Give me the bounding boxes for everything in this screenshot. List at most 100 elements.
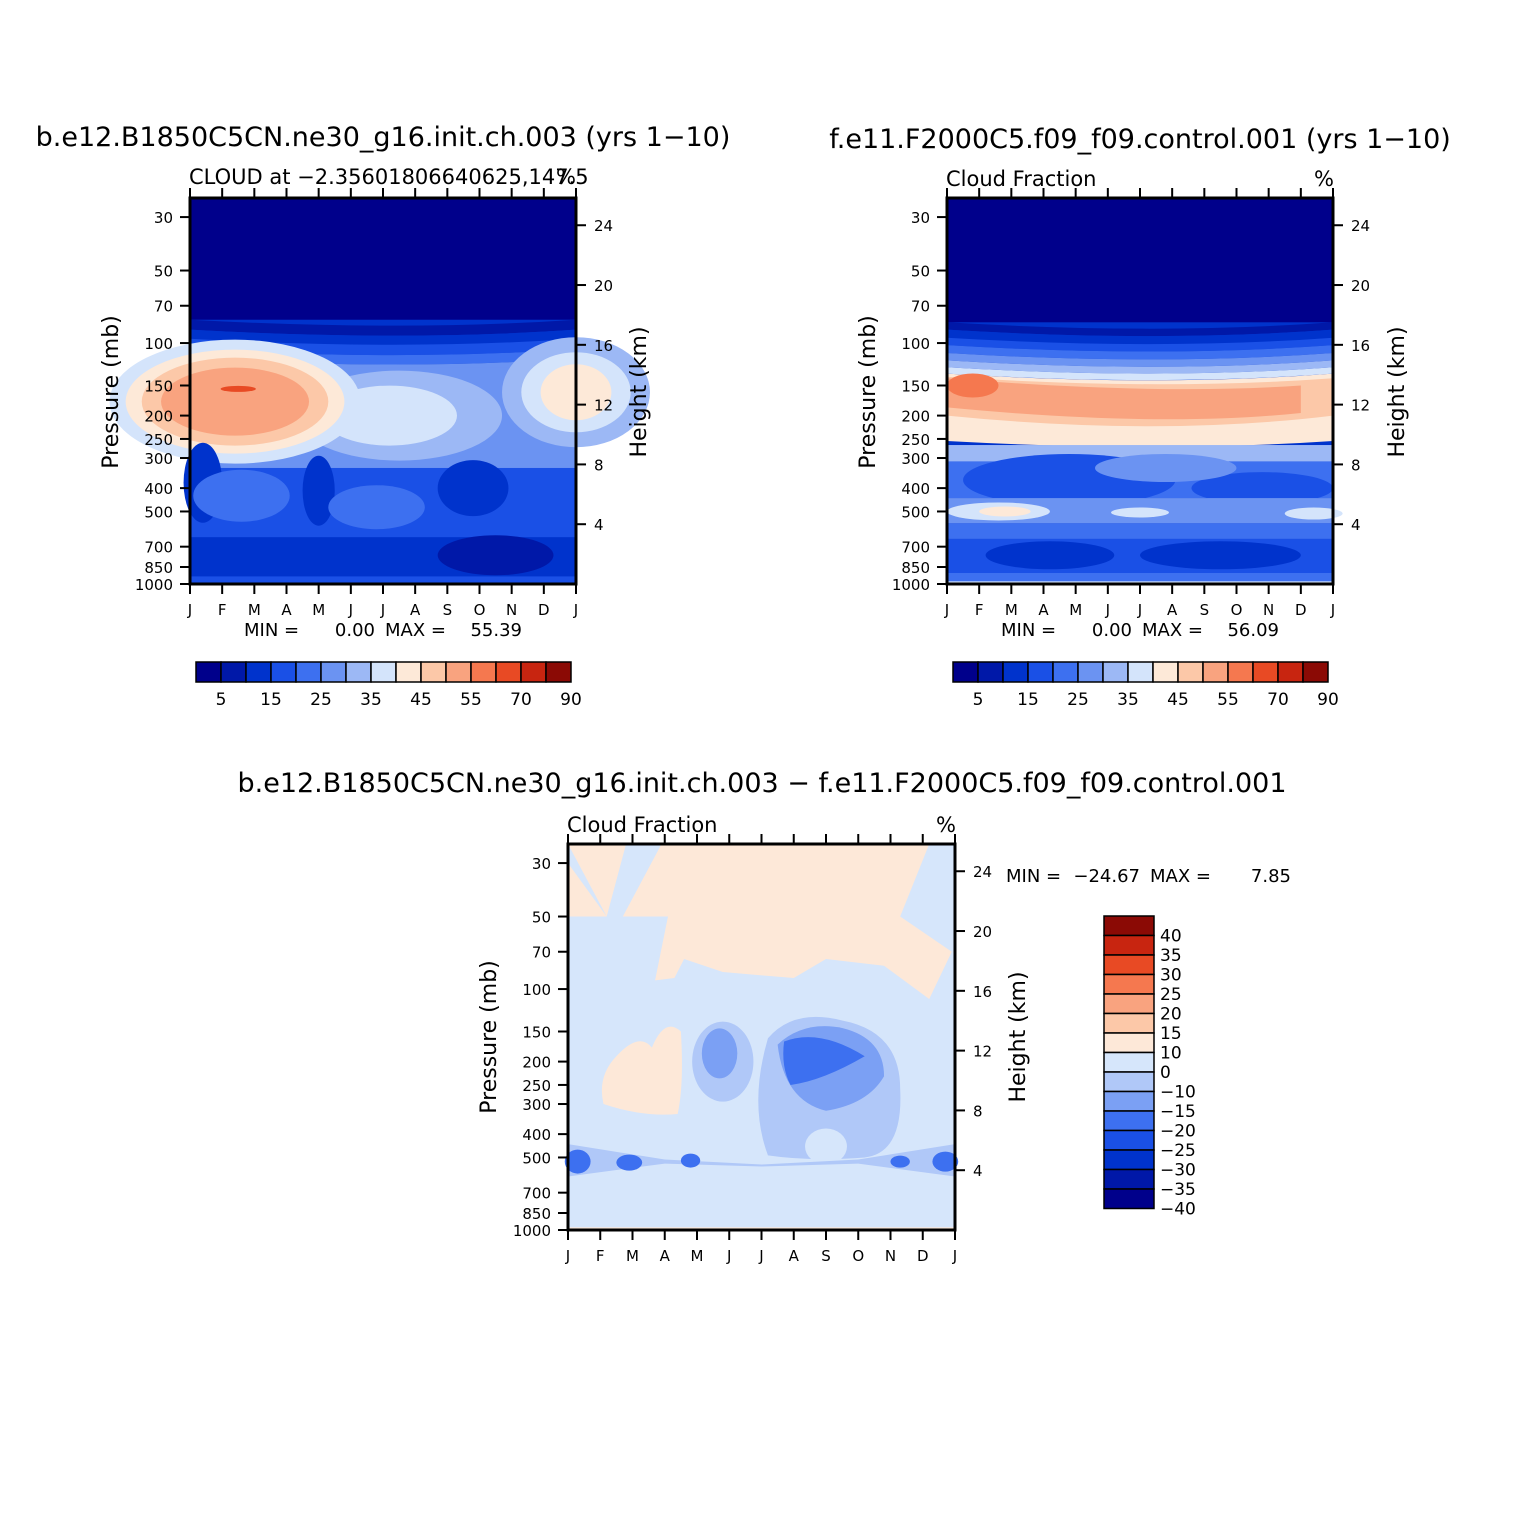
colorbar-cell bbox=[295, 661, 322, 683]
cloud-band bbox=[193, 469, 290, 522]
x-tick-label: A bbox=[789, 1247, 800, 1265]
y-tick-label: 400 bbox=[144, 480, 173, 498]
cloud-band bbox=[947, 523, 1333, 539]
y-tick-label: 70 bbox=[532, 944, 551, 962]
colorbar-label: 90 bbox=[560, 690, 582, 710]
cloud-band bbox=[947, 329, 1333, 345]
y-tick-label: 70 bbox=[911, 298, 930, 316]
cloud-band bbox=[220, 385, 256, 392]
panel-1: b.e12.B1850C5CN.ne30_g16.init.ch.003 (yr… bbox=[36, 122, 731, 710]
cloud-band bbox=[947, 373, 999, 398]
y-tick-label: 150 bbox=[144, 377, 173, 395]
panel-3-min-label: MIN = bbox=[1006, 866, 1061, 887]
y-tick-label: 1000 bbox=[135, 576, 173, 594]
y-tick-label: 850 bbox=[901, 559, 930, 577]
diff-band bbox=[805, 1128, 847, 1165]
y-tick-label-right: 24 bbox=[1351, 217, 1370, 235]
panel-3-contour-field bbox=[564, 844, 959, 1230]
cloud-band bbox=[947, 198, 1333, 323]
y-tick-label: 700 bbox=[901, 539, 930, 557]
colorbar-label: −20 bbox=[1160, 1122, 1196, 1142]
cloud-band bbox=[190, 576, 576, 584]
colorbar-label: 15 bbox=[1017, 690, 1039, 710]
panel-3-max-label: MAX = bbox=[1150, 866, 1211, 887]
x-tick-label: J bbox=[565, 1247, 570, 1265]
x-tick-label: D bbox=[538, 601, 550, 619]
x-tick-label: N bbox=[506, 601, 517, 619]
x-tick-label: J bbox=[1137, 601, 1142, 619]
panel-1-subtitle: CLOUD at −2.35601806640625,147.5 bbox=[189, 165, 589, 189]
y-tick-label: 250 bbox=[901, 431, 930, 449]
y-tick-label: 500 bbox=[901, 503, 930, 521]
cloud-band bbox=[947, 337, 1333, 352]
colorbar-cell bbox=[1302, 661, 1329, 683]
colorbar-label: 25 bbox=[1160, 985, 1182, 1005]
colorbar-cell bbox=[320, 661, 347, 683]
panel-3-units: % bbox=[936, 813, 956, 837]
colorbar-cell bbox=[1277, 661, 1304, 683]
y-tick-label: 50 bbox=[154, 263, 173, 281]
colorbar-cell bbox=[1103, 1110, 1155, 1132]
x-tick-label: M bbox=[626, 1247, 639, 1265]
cloud-band bbox=[947, 360, 1333, 374]
panel-1-title: b.e12.B1850C5CN.ne30_g16.init.ch.003 (yr… bbox=[36, 122, 731, 153]
cloud-band bbox=[1140, 541, 1301, 570]
x-tick-label: M bbox=[1005, 601, 1018, 619]
colorbar-label: −15 bbox=[1160, 1102, 1196, 1122]
y-tick-label: 250 bbox=[144, 431, 173, 449]
cloud-band bbox=[328, 485, 425, 530]
y-tick-label: 200 bbox=[144, 408, 173, 426]
y-tick-label-right: 20 bbox=[594, 277, 613, 295]
cloud-band bbox=[1094, 453, 1237, 482]
x-tick-label: A bbox=[1167, 601, 1178, 619]
x-tick-label: F bbox=[596, 1247, 605, 1265]
x-tick-label: J bbox=[187, 601, 192, 619]
colorbar-label: 70 bbox=[510, 690, 532, 710]
panel-2-max-label: MAX = bbox=[1142, 620, 1203, 641]
colorbar-cell bbox=[1103, 993, 1155, 1015]
colorbar-cell bbox=[370, 661, 397, 683]
cloud-band bbox=[437, 535, 554, 576]
colorbar-cell bbox=[420, 661, 447, 683]
diff-band bbox=[890, 1155, 910, 1168]
panel-1-colorbar: 5 15 25 35 45 55 70 90 bbox=[195, 661, 582, 710]
y-tick-label-right: 24 bbox=[594, 217, 613, 235]
cloud-band bbox=[985, 541, 1115, 570]
y-tick-label: 100 bbox=[144, 335, 173, 353]
x-tick-label: D bbox=[1295, 601, 1307, 619]
diff-band bbox=[568, 1144, 955, 1177]
colorbar-label: 90 bbox=[1317, 690, 1339, 710]
x-tick-label: N bbox=[885, 1247, 896, 1265]
colorbar-label: 55 bbox=[1217, 690, 1239, 710]
panel-2-ylabel: Pressure (mb) bbox=[856, 315, 881, 469]
y-tick-label: 200 bbox=[522, 1054, 551, 1072]
y-tick-label: 100 bbox=[522, 981, 551, 999]
cloud-band bbox=[190, 329, 576, 345]
diff-band bbox=[701, 1028, 738, 1079]
colorbar-cell bbox=[1103, 1188, 1155, 1210]
y-tick-label: 850 bbox=[522, 1205, 551, 1223]
cloud-band bbox=[437, 460, 509, 517]
x-tick-label: S bbox=[821, 1247, 831, 1265]
diff-band bbox=[568, 863, 607, 917]
x-tick-label: O bbox=[474, 601, 486, 619]
cloud-band bbox=[947, 345, 1333, 360]
cloud-band bbox=[1191, 472, 1333, 505]
panel-2-stats: MIN = 0.00 MAX = 56.09 bbox=[1001, 620, 1279, 641]
y-tick-label: 30 bbox=[532, 855, 551, 873]
y-tick-label-right: 16 bbox=[973, 983, 992, 1001]
y-tick-label: 500 bbox=[522, 1149, 551, 1167]
colorbar-label: 35 bbox=[360, 690, 382, 710]
y-tick-label: 200 bbox=[901, 408, 930, 426]
y-tick-label: 1000 bbox=[892, 576, 930, 594]
colorbar-cell bbox=[1227, 661, 1254, 683]
colorbar-cell bbox=[220, 661, 247, 683]
panel-1-min-value: 0.00 bbox=[335, 620, 375, 641]
y-tick-label-right: 20 bbox=[973, 923, 992, 941]
y-tick-label: 30 bbox=[154, 209, 173, 227]
colorbar-cell bbox=[1103, 1051, 1155, 1073]
y-tick-label-right: 4 bbox=[1351, 516, 1361, 534]
colorbar-cell bbox=[1077, 661, 1104, 683]
y-tick-label: 700 bbox=[144, 539, 173, 557]
